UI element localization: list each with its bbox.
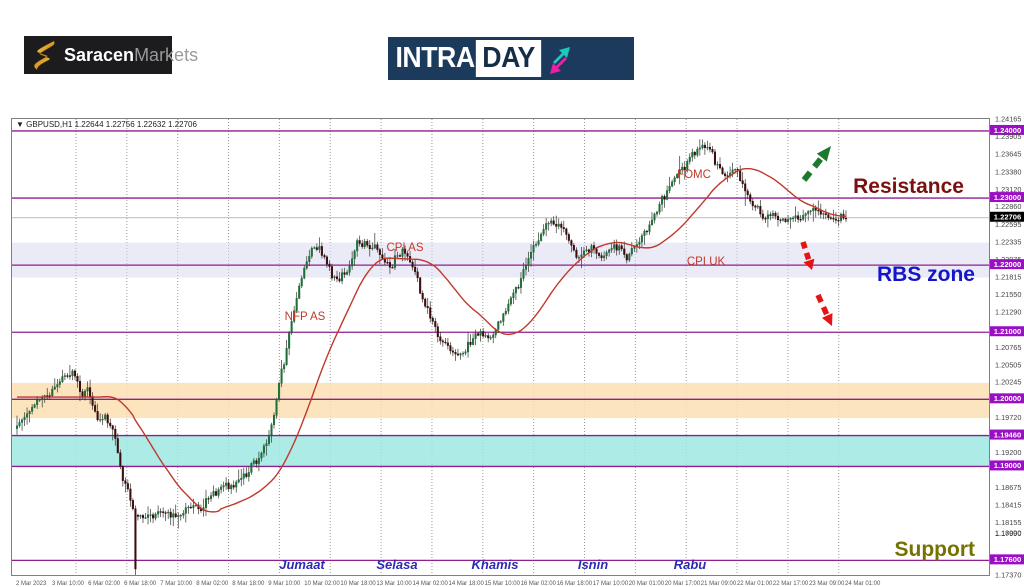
svg-text:1.21290: 1.21290 xyxy=(995,308,1021,317)
svg-text:20 Mar 01:00: 20 Mar 01:00 xyxy=(629,581,665,587)
svg-text:1.20245: 1.20245 xyxy=(995,378,1021,387)
svg-text:Support: Support xyxy=(895,538,975,561)
svg-text:7 Mar 10:00: 7 Mar 10:00 xyxy=(160,581,193,587)
svg-text:1.22000: 1.22000 xyxy=(994,260,1021,269)
svg-text:CPI UK: CPI UK xyxy=(687,256,726,268)
svg-text:1.18155: 1.18155 xyxy=(995,518,1021,527)
svg-text:1.18415: 1.18415 xyxy=(995,500,1021,509)
svg-text:1.23000: 1.23000 xyxy=(994,193,1021,202)
svg-text:RBS zone: RBS zone xyxy=(877,263,975,286)
svg-text:14 Mar 02:00: 14 Mar 02:00 xyxy=(413,581,449,587)
svg-text:1.21550: 1.21550 xyxy=(995,290,1021,299)
svg-text:8 Mar 18:00: 8 Mar 18:00 xyxy=(232,581,265,587)
svg-text:13 Mar 10:00: 13 Mar 10:00 xyxy=(376,581,412,587)
svg-text:1.19200: 1.19200 xyxy=(995,448,1021,457)
svg-text:22 Mar 17:00: 22 Mar 17:00 xyxy=(773,581,809,587)
svg-text:1.22595: 1.22595 xyxy=(995,220,1021,229)
svg-text:22 Mar 01:00: 22 Mar 01:00 xyxy=(737,581,773,587)
svg-text:1.21000: 1.21000 xyxy=(994,327,1021,336)
svg-text:1.23905: 1.23905 xyxy=(995,132,1021,141)
svg-text:CPI AS: CPI AS xyxy=(386,242,423,254)
svg-text:17 Mar 10:00: 17 Mar 10:00 xyxy=(593,581,629,587)
svg-text:1.23380: 1.23380 xyxy=(995,167,1021,176)
svg-text:1.17990: 1.17990 xyxy=(995,529,1021,538)
svg-text:3 Mar 10:00: 3 Mar 10:00 xyxy=(52,581,85,587)
svg-text:NFP AS: NFP AS xyxy=(285,311,326,323)
svg-text:FOMC: FOMC xyxy=(677,169,711,181)
svg-text:1.20000: 1.20000 xyxy=(994,394,1021,403)
svg-text:2 Mar 2023: 2 Mar 2023 xyxy=(16,581,47,587)
svg-text:1.22335: 1.22335 xyxy=(995,237,1021,246)
svg-text:16 Mar 18:00: 16 Mar 18:00 xyxy=(557,581,593,587)
svg-text:Resistance: Resistance xyxy=(853,175,964,198)
svg-text:1.19000: 1.19000 xyxy=(994,461,1021,470)
svg-text:16 Mar 02:00: 16 Mar 02:00 xyxy=(521,581,557,587)
svg-text:21 Mar 09:00: 21 Mar 09:00 xyxy=(701,581,737,587)
svg-text:Isnin: Isnin xyxy=(578,557,608,572)
svg-text:Jumaat: Jumaat xyxy=(279,557,325,572)
svg-text:6 Mar 02:00: 6 Mar 02:00 xyxy=(88,581,121,587)
svg-text:1.22860: 1.22860 xyxy=(995,202,1021,211)
svg-text:24 Mar 01:00: 24 Mar 01:00 xyxy=(845,581,881,587)
svg-text:1.23645: 1.23645 xyxy=(995,150,1021,159)
svg-text:1.17600: 1.17600 xyxy=(994,555,1021,564)
svg-text:15 Mar 10:00: 15 Mar 10:00 xyxy=(485,581,521,587)
svg-text:1.20765: 1.20765 xyxy=(995,343,1021,352)
svg-text:10 Mar 18:00: 10 Mar 18:00 xyxy=(340,581,376,587)
svg-text:14 Mar 18:00: 14 Mar 18:00 xyxy=(449,581,485,587)
svg-text:Selasa: Selasa xyxy=(376,557,417,572)
svg-text:1.17370: 1.17370 xyxy=(995,571,1021,580)
svg-text:1.19460: 1.19460 xyxy=(994,430,1021,439)
svg-text:6 Mar 18:00: 6 Mar 18:00 xyxy=(124,581,157,587)
svg-text:▼ GBPUSD,H1 1.22644 1.22756: ▼ GBPUSD,H1 1.22644 1.22756 1.22632 1.22… xyxy=(16,120,197,129)
svg-text:Rabu: Rabu xyxy=(674,557,707,572)
svg-text:1.19720: 1.19720 xyxy=(995,413,1021,422)
svg-text:9 Mar 10:00: 9 Mar 10:00 xyxy=(268,581,301,587)
svg-text:10 Mar 02:00: 10 Mar 02:00 xyxy=(304,581,340,587)
svg-text:1.21815: 1.21815 xyxy=(995,272,1021,281)
svg-text:Khamis: Khamis xyxy=(472,557,519,572)
svg-text:1.20505: 1.20505 xyxy=(995,360,1021,369)
svg-text:8 Mar 02:00: 8 Mar 02:00 xyxy=(196,581,229,587)
svg-text:1.18675: 1.18675 xyxy=(995,483,1021,492)
svg-text:20 Mar 17:00: 20 Mar 17:00 xyxy=(665,581,701,587)
svg-text:23 Mar 09:00: 23 Mar 09:00 xyxy=(809,581,845,587)
svg-text:1.24165: 1.24165 xyxy=(995,115,1021,124)
